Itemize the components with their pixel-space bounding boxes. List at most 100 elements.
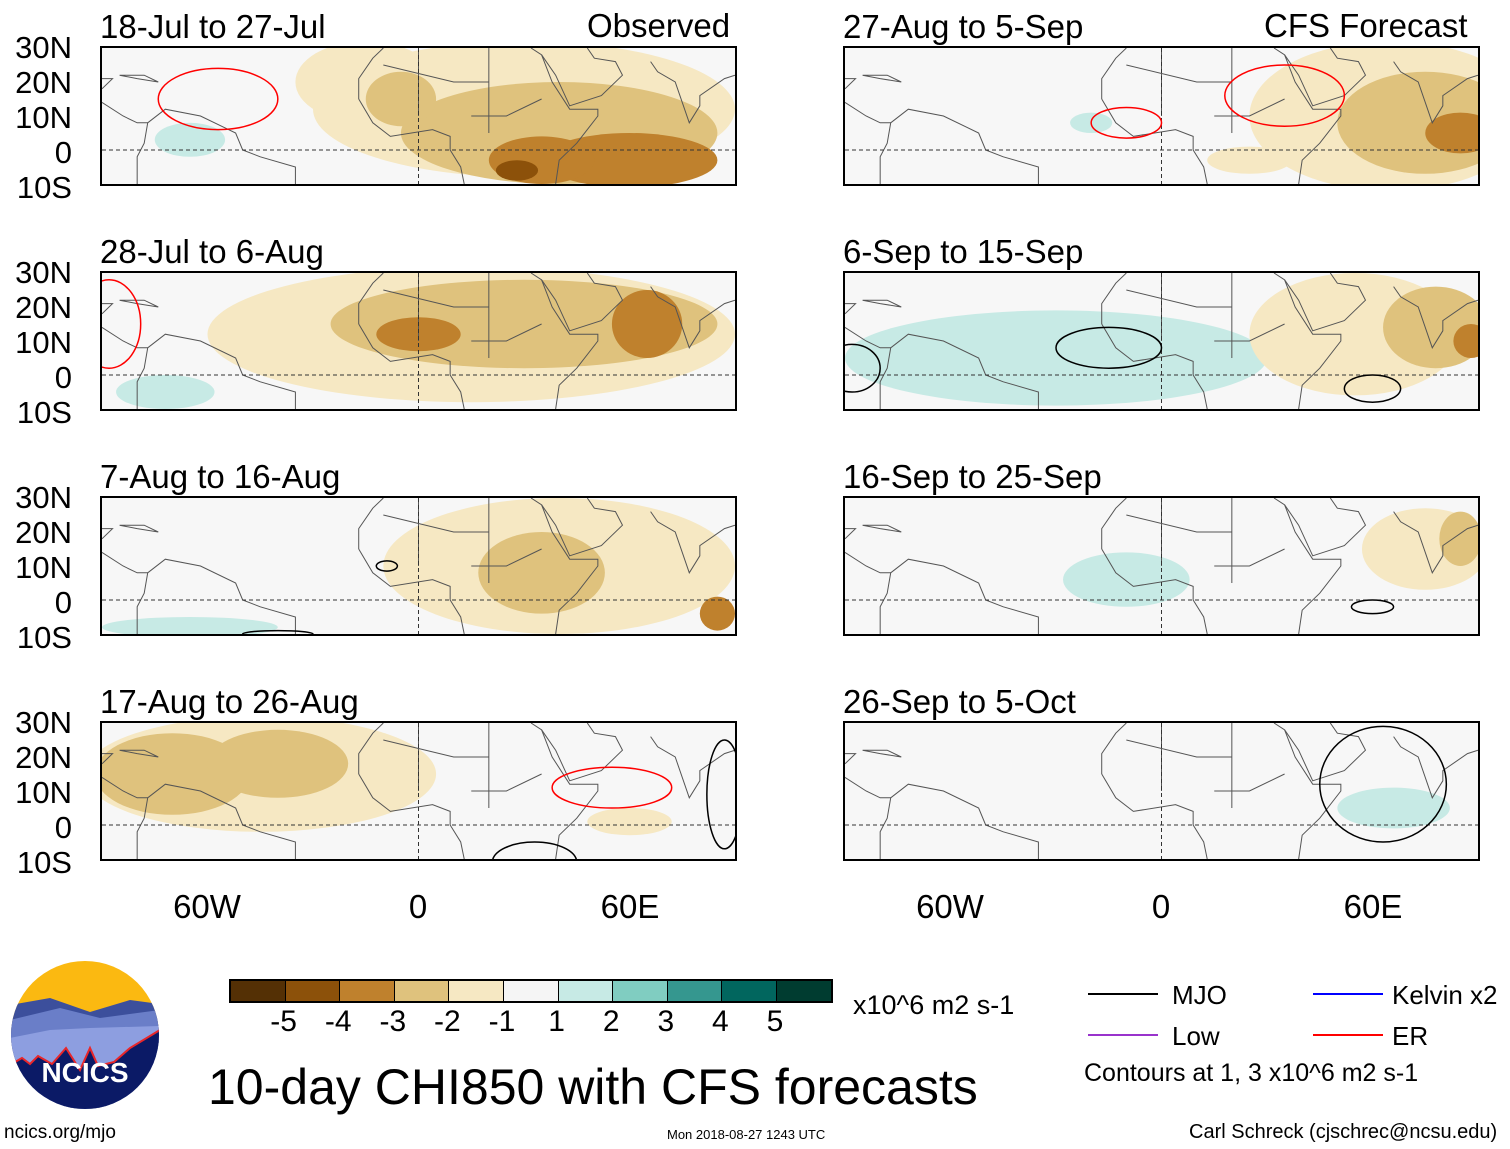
colorbar-swatch [776, 981, 831, 1001]
colorbar-label: 1 [548, 1005, 565, 1038]
lat-label: 10N [15, 550, 72, 585]
lon-label-0-left: 0 [408, 888, 428, 925]
anomaly-region [154, 122, 226, 157]
coastline [1126, 290, 1232, 307]
coastline [383, 740, 489, 757]
panel-title: 7-Aug to 16-Aug [100, 458, 341, 495]
colorbar-swatch [394, 981, 450, 1001]
coastline [542, 723, 623, 781]
anomaly-region [116, 375, 215, 409]
wave-contour [1091, 108, 1161, 139]
anomaly-region [587, 808, 672, 836]
wave-contour [1056, 327, 1162, 368]
colorbar-label: 4 [712, 1005, 729, 1038]
panel-title: 17-Aug to 26-Aug [100, 683, 359, 720]
colorbar-swatch [722, 981, 777, 1001]
coastline [863, 750, 902, 757]
legend-label-kelvin: Kelvin x2 [1392, 980, 1498, 1010]
legend-label-mjo: MJO [1172, 980, 1227, 1010]
coastline [471, 774, 541, 791]
coastline [863, 525, 902, 532]
map-panel [843, 721, 1480, 861]
coastline [1394, 737, 1478, 798]
wave-contour [376, 561, 397, 571]
anomaly-region [1425, 112, 1478, 154]
legend-label-low: Low [1172, 1021, 1220, 1051]
coastline [359, 549, 465, 634]
map-panel [100, 271, 737, 411]
coastline [1126, 740, 1232, 757]
anomaly-region [495, 160, 539, 181]
coastline [471, 324, 541, 341]
coastline [102, 529, 113, 539]
coastline [383, 290, 489, 307]
coastline [1102, 273, 1127, 324]
lat-label: 30N [15, 705, 72, 740]
colorbar-swatch [340, 981, 395, 1001]
coastline [651, 62, 735, 123]
wave-contour [1320, 726, 1447, 842]
lat-label: 10N [15, 325, 72, 360]
colorbar-label: -1 [488, 1005, 516, 1038]
wave-contour [158, 68, 278, 129]
map-panel [100, 496, 737, 636]
coastline [120, 750, 159, 757]
lon-label-60e-right: 60E [1343, 888, 1403, 925]
coastline [542, 48, 623, 106]
coastline [1394, 512, 1478, 573]
colorbar-swatch [503, 981, 559, 1001]
legend-line-mjo [1088, 993, 1158, 995]
coastline [1102, 48, 1127, 99]
coastline [1126, 515, 1232, 532]
coastline [531, 498, 598, 634]
colorbar-swatch [449, 981, 504, 1001]
colorbar-swatch [285, 981, 341, 1001]
coastline [1394, 62, 1478, 123]
lat-label: 10S [16, 170, 72, 205]
anomaly-region [1063, 552, 1190, 607]
coastline [102, 102, 148, 122]
coastline [1102, 99, 1208, 184]
observed-header: Observed [587, 7, 731, 44]
coastline [102, 777, 148, 797]
coastline [1214, 324, 1284, 341]
lat-label: 30N [15, 255, 72, 290]
wave-contour [552, 767, 672, 808]
anomaly-region [102, 617, 278, 634]
lat-label: 10S [16, 845, 72, 880]
coastline [120, 525, 159, 532]
credit: Carl Schreck (cjschrec@ncsu.edu) [1189, 1121, 1498, 1143]
coastline [137, 784, 295, 859]
coastline [1274, 273, 1341, 409]
coastline [102, 79, 113, 89]
coastline [1274, 48, 1341, 184]
coastline [863, 300, 902, 307]
contours-note: Contours at 1, 3 x10^6 m2 s-1 [1084, 1059, 1419, 1087]
coastline [845, 327, 891, 347]
lat-label: 0 [54, 135, 72, 170]
lon-label-0-right: 0 [1151, 888, 1171, 925]
wave-contour [845, 344, 880, 392]
coastline [1214, 774, 1284, 791]
coastline [359, 774, 465, 859]
coastline [845, 304, 856, 314]
site-url[interactable]: ncics.org/mjo [4, 1122, 116, 1143]
coastline [383, 65, 489, 82]
anomaly-region [1453, 324, 1478, 358]
legend-line-low [1088, 1034, 1158, 1036]
coastline [1285, 48, 1366, 106]
wave-contour [492, 842, 576, 859]
coastline [531, 723, 598, 859]
coastline [1285, 723, 1366, 781]
wave-contour [102, 280, 141, 368]
coastline [651, 512, 735, 573]
colorbar-label: 3 [657, 1005, 675, 1038]
lon-label-60w-right: 60W [916, 888, 984, 925]
coastline [863, 75, 902, 82]
anomaly-region [1337, 787, 1450, 829]
coastline [102, 754, 113, 764]
coastline [845, 79, 856, 89]
coastline [880, 109, 1038, 184]
coastline [1285, 498, 1366, 556]
coastline [845, 102, 891, 122]
